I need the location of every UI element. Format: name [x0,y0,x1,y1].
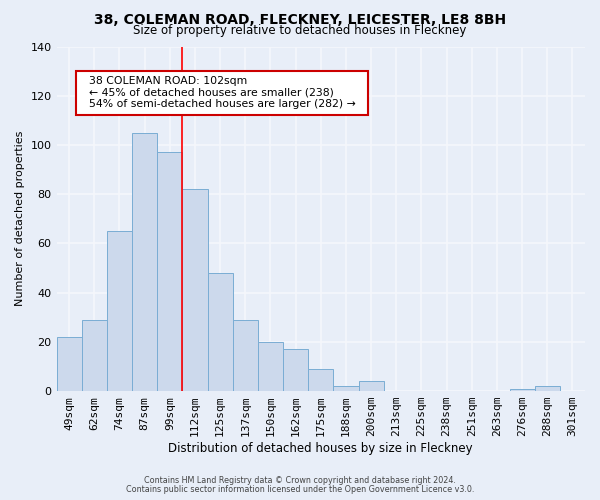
Text: Size of property relative to detached houses in Fleckney: Size of property relative to detached ho… [133,24,467,37]
Bar [208,273,233,391]
Bar [308,369,334,391]
Bar [107,231,132,391]
Bar [359,381,383,391]
Bar [535,386,560,391]
Bar [233,320,258,391]
Bar [56,337,82,391]
Bar [334,386,359,391]
Text: Contains HM Land Registry data © Crown copyright and database right 2024.: Contains HM Land Registry data © Crown c… [144,476,456,485]
Bar [82,320,107,391]
Text: 38, COLEMAN ROAD, FLECKNEY, LEICESTER, LE8 8BH: 38, COLEMAN ROAD, FLECKNEY, LEICESTER, L… [94,12,506,26]
Bar [283,349,308,391]
Bar [157,152,182,391]
Bar [258,342,283,391]
Bar [182,190,208,391]
Y-axis label: Number of detached properties: Number of detached properties [15,131,25,306]
Text: Contains public sector information licensed under the Open Government Licence v3: Contains public sector information licen… [126,484,474,494]
X-axis label: Distribution of detached houses by size in Fleckney: Distribution of detached houses by size … [169,442,473,455]
Bar [509,388,535,391]
Bar [132,132,157,391]
Text: 38 COLEMAN ROAD: 102sqm
  ← 45% of detached houses are smaller (238)
  54% of se: 38 COLEMAN ROAD: 102sqm ← 45% of detache… [82,76,362,109]
